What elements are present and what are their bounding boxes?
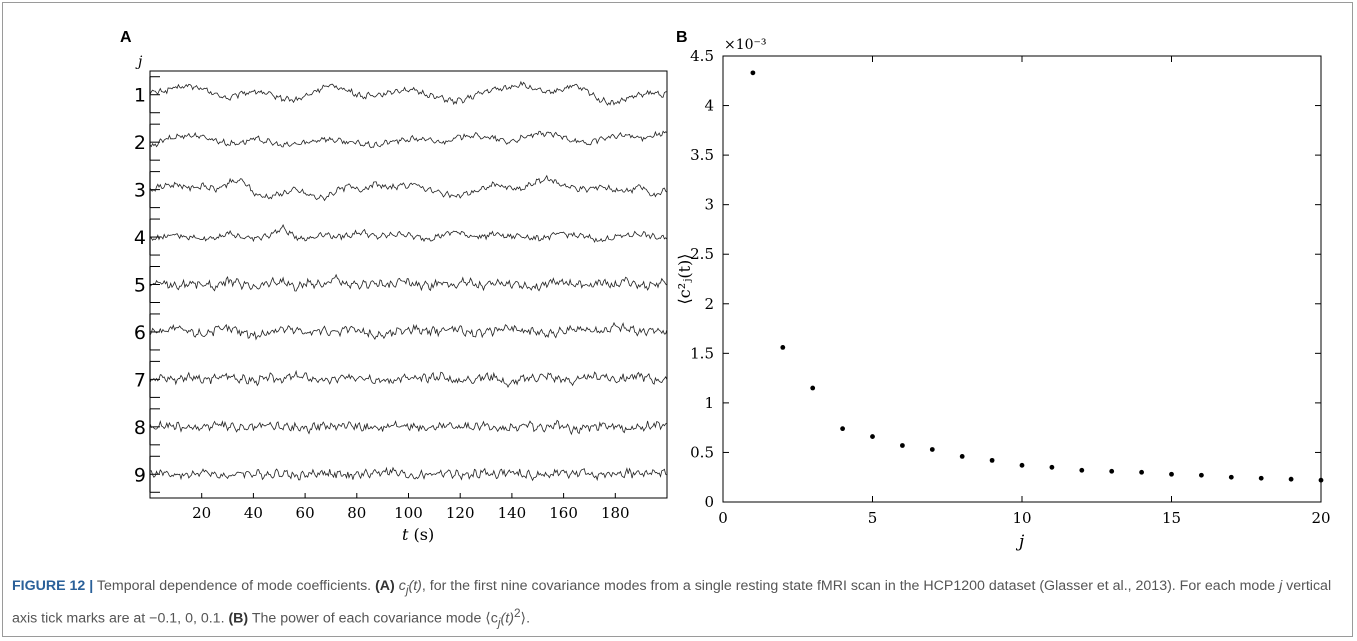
panel-b-data-point — [870, 434, 875, 439]
panel-a-series-line — [149, 224, 668, 244]
panel-b-y-tick-label: 0 — [704, 493, 714, 511]
panel-b-data-point — [1258, 475, 1264, 481]
panel-b-data-point — [959, 454, 965, 459]
panel-a-letter: A — [120, 29, 132, 46]
panel-b-y-tick-label: 1.5 — [690, 344, 714, 362]
panel-b-x-tick-label: 0 — [718, 509, 728, 527]
panel-b-data-point — [1109, 468, 1115, 474]
panel-a-series-line — [149, 321, 668, 341]
panel-a-series-row: 5 — [134, 266, 668, 303]
panel-a-series-line — [149, 369, 668, 389]
figure-caption: FIGURE 12 | Temporal dependence of mode … — [12, 578, 1332, 630]
panel-b-data-point — [1139, 469, 1144, 475]
panel-b-data-point — [1318, 477, 1324, 483]
panel-b-data-point — [750, 70, 756, 76]
panel-b-power-scatter: ×10⁻³ 0 0.5 1 1.5 2 2.5 3 3.5 4 4.5 0 5 10 15 20 j ⟨c… — [675, 37, 1331, 552]
panel-a-x-tick-label: 100 — [394, 504, 423, 522]
panel-a-series-label: 7 — [134, 369, 146, 391]
caption-ref-b: (B) — [228, 610, 249, 627]
panel-a-series-label: 6 — [134, 322, 146, 344]
panel-b-data-point — [900, 443, 905, 448]
panel-a-ylabel: j — [135, 54, 143, 70]
panel-b-data-point — [1169, 471, 1174, 477]
panel-b-data-point — [1199, 472, 1204, 478]
panel-b-data-point — [1288, 476, 1294, 482]
panel-a-axes-box — [149, 70, 668, 499]
panel-b-x-tick-label: 20 — [1311, 509, 1330, 527]
panel-a-series-row: 2 — [134, 123, 668, 161]
caption-ref-a: (A) — [375, 578, 395, 594]
panel-a-series-line — [149, 80, 668, 106]
panel-b-y-multiplier: ×10⁻³ — [724, 37, 767, 53]
figure-canvas: A B j 1 2 3 4 5 6 7 8 9 20 40 60 80 100 120 140 160 180 … — [120, 29, 1331, 552]
panel-b-y-tick-label: 4.5 — [690, 47, 714, 65]
panel-b-x-tick-label: 5 — [868, 509, 878, 527]
panel-b-x-tick-label: 15 — [1162, 509, 1181, 527]
panel-b-data-point — [1049, 464, 1055, 470]
panel-b-data-point — [1079, 467, 1085, 473]
panel-b-y-tick-label: 4 — [704, 97, 714, 115]
panel-a-x-tick-label: 140 — [498, 504, 527, 522]
panel-a-series-row: 3 — [134, 171, 668, 209]
panel-b-data-point — [840, 426, 845, 432]
panel-b-data-point — [1019, 462, 1025, 468]
panel-a-x-tick-label: 180 — [601, 504, 630, 522]
panel-b-data-point — [989, 457, 995, 463]
panel-a-series-label: 1 — [134, 85, 146, 107]
panel-b-y-tick-label: 2 — [704, 295, 714, 313]
panel-b-axes-box — [722, 55, 1322, 503]
panel-a-series-row: 9 — [134, 455, 668, 493]
panel-a-series-label: 9 — [134, 464, 146, 486]
panel-a-series-row: 7 — [134, 360, 668, 398]
panel-a-xlabel: t (s) — [402, 525, 434, 544]
panel-a-series-line — [149, 466, 668, 482]
panel-a-series-label: 3 — [134, 180, 146, 202]
panel-b-letter: B — [676, 29, 688, 46]
panel-b-data-point — [929, 447, 935, 452]
panel-a-series-label: 4 — [134, 227, 146, 249]
panel-a-x-tick-label: 80 — [347, 504, 366, 522]
panel-a-series-line — [149, 130, 668, 149]
panel-b-y-tick-label: 3.5 — [690, 146, 714, 164]
panel-a-series-label: 2 — [134, 132, 146, 154]
panel-b-y-tick-label: 0.5 — [690, 443, 714, 461]
panel-a-series-line — [149, 419, 668, 436]
panel-a-series-label: 5 — [134, 275, 146, 297]
panel-a-x-tick-label: 20 — [192, 504, 211, 522]
panel-b-y-tick-label: 3 — [704, 196, 714, 214]
panel-b-xlabel: j — [1015, 532, 1025, 552]
panel-b-data-point — [810, 385, 816, 391]
panel-a-timeseries: j 1 2 3 4 5 6 7 8 9 20 40 60 80 100 120 140 160 180 t (s… — [134, 54, 668, 544]
panel-a-series-row: 8 — [134, 408, 668, 446]
panel-a-series-row: 4 — [134, 218, 668, 256]
panel-a-series-row: 6 — [134, 313, 668, 351]
panel-b-data-point — [780, 344, 786, 350]
panel-a-x-tick-label: 60 — [296, 504, 315, 522]
caption-lead: FIGURE 12 | — [12, 578, 94, 594]
panel-b-x-tick-label: 10 — [1012, 509, 1031, 527]
panel-a-series-label: 8 — [134, 417, 146, 439]
panel-b-y-tick-label: 2.5 — [690, 245, 714, 263]
panel-b-ylabel: ⟨c²ⱼ(t)⟩ — [675, 254, 694, 305]
panel-b-data-point — [1228, 474, 1234, 480]
panel-a-x-tick-label: 160 — [549, 504, 578, 522]
panel-b-y-tick-label: 1 — [704, 394, 714, 412]
panel-a-series-row: 1 — [134, 76, 668, 114]
panel-a-x-tick-label: 120 — [446, 504, 475, 522]
panel-a-x-tick-label: 40 — [244, 504, 263, 522]
panel-a-series-line — [149, 273, 668, 292]
panel-a-series-line — [149, 174, 668, 202]
